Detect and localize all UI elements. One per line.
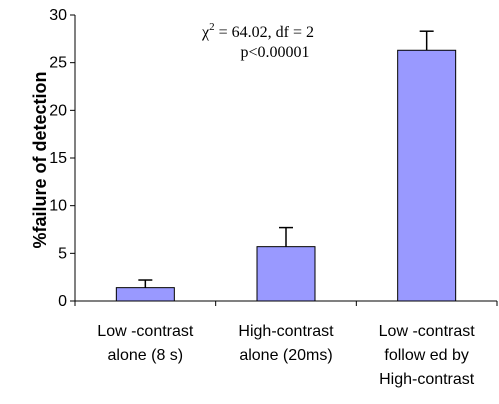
bar [115, 287, 175, 302]
bars-group [115, 30, 457, 302]
y-tick-label: 10 [49, 198, 67, 215]
y-tick-label: 15 [49, 150, 67, 167]
x-category-label: alone (20ms) [239, 347, 332, 364]
x-category-label: High-contrast [379, 371, 475, 388]
y-tick-label: 0 [58, 293, 67, 310]
annotation-p-value: p<0.00001 [240, 44, 309, 61]
annotation-chi-square: χ2 = 64.02, df = 2 [201, 21, 314, 41]
y-tick-label: 30 [49, 7, 67, 24]
x-category-label: Low -contrast [97, 323, 194, 340]
bar [397, 49, 457, 302]
bar [256, 246, 316, 302]
y-tick-label: 20 [49, 102, 67, 119]
y-tick-label: 5 [58, 245, 67, 262]
y-axis-title: %failure of detection [30, 71, 50, 248]
x-axis-labels: Low -contrast alone (8 s) High-contrast alo… [97, 323, 475, 388]
x-category-label: follow ed by [384, 347, 469, 364]
x-category-label: Low -contrast [379, 323, 476, 340]
x-category-label: alone (8 s) [108, 347, 184, 364]
y-tick-label: 25 [49, 55, 67, 72]
x-category-label: High-contrast [238, 323, 334, 340]
